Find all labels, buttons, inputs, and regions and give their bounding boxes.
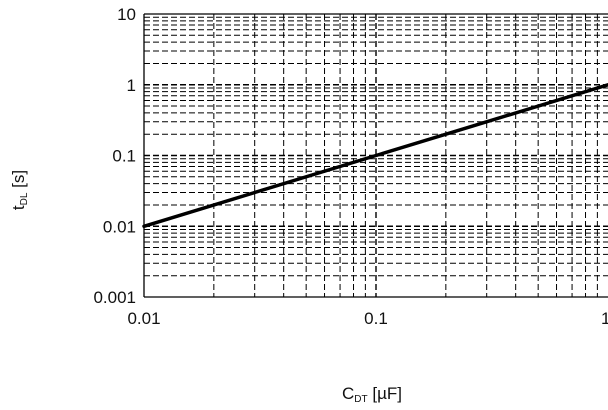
x-tick-label: 0.01 [127, 309, 160, 328]
y-tick-label: 0.01 [103, 217, 136, 236]
y-tick-label: 0.1 [112, 147, 136, 166]
plot-frame [143, 13, 608, 298]
y-tick-label: 1 [127, 76, 136, 95]
series-layer [142, 83, 608, 229]
x-tick-label: 0.1 [364, 309, 388, 328]
y-tick-label: 0.001 [93, 288, 136, 307]
y-axis-label: tDL [s] [9, 170, 30, 210]
y-tick-labels: 10 1 0.1 0.01 0.001 [93, 5, 136, 307]
x-axis-label: CDT [µF] [342, 384, 402, 405]
x-axis-label-sub: DT [354, 394, 367, 405]
x-tick-labels: 0.01 0.1 1 [127, 309, 608, 328]
x-tick-label: 1 [601, 309, 608, 328]
series-line-0 [142, 83, 608, 229]
x-axis-label-main: C [342, 384, 354, 403]
y-axis-label-sub: DL [19, 192, 30, 205]
y-tick-label: 10 [117, 5, 136, 24]
y-axis-label-unit: [s] [9, 170, 28, 193]
grid [144, 14, 608, 297]
x-axis-label-unit: [µF] [368, 384, 402, 403]
y-axis-label-main: t [9, 205, 28, 210]
